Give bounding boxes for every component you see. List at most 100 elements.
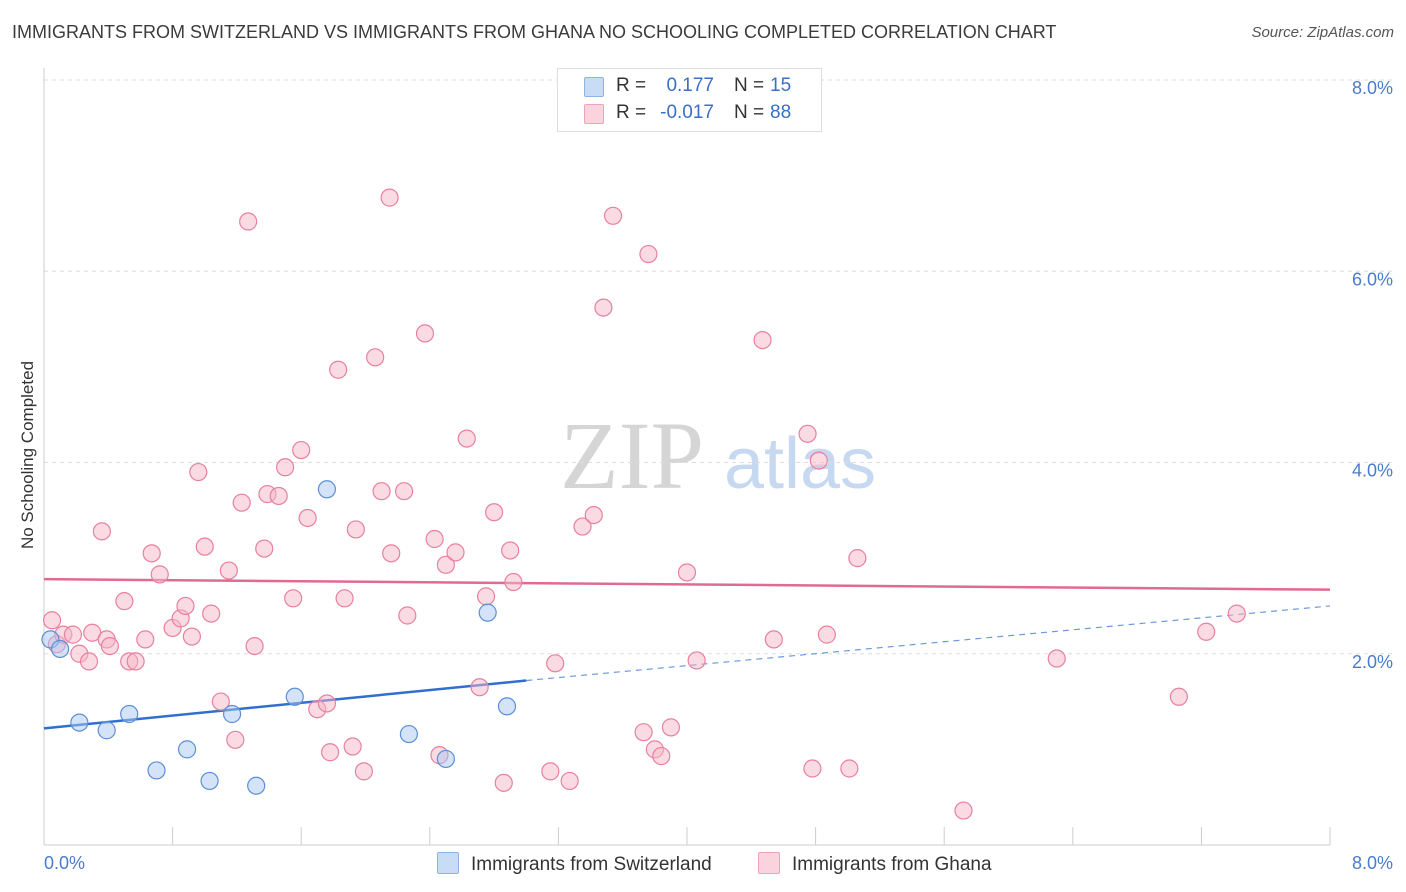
data-point-ghana [245, 636, 264, 656]
data-point-switzerland [97, 721, 116, 740]
legend-r-value: -0.017 [660, 102, 714, 123]
data-point-switzerland [70, 713, 89, 732]
data-point-ghana [142, 544, 161, 563]
data-point-ghana [394, 482, 414, 501]
data-point-ghana [298, 508, 317, 528]
data-point-ghana [42, 611, 62, 630]
legend-swatch-ghana [584, 104, 604, 124]
legend-r-label: R = [616, 75, 647, 96]
data-point-ghana [594, 298, 613, 317]
data-point-ghana [546, 654, 565, 673]
data-point-ghana [661, 718, 681, 737]
data-point-ghana [494, 773, 513, 792]
data-point-ghana [425, 529, 444, 549]
data-point-ghana [211, 692, 230, 711]
data-point-ghana [584, 505, 603, 525]
data-point-switzerland [247, 776, 266, 795]
data-point-ghana [232, 493, 251, 512]
data-point-ghana [329, 360, 348, 379]
data-point-ghana [63, 625, 83, 644]
legend-item-ghana: Immigrants from Ghana [758, 852, 992, 876]
legend-swatch-switzerland [437, 852, 459, 874]
data-point-switzerland [200, 771, 219, 791]
data-point-ghana [687, 651, 706, 670]
data-point-ghana [817, 625, 836, 644]
data-point-ghana [335, 589, 354, 608]
data-point-ghana [284, 589, 303, 608]
data-point-ghana [189, 462, 208, 482]
data-point-ghana [176, 596, 195, 616]
legend-swatch-switzerland [584, 77, 604, 97]
data-point-ghana [573, 517, 592, 536]
data-point-ghana [1197, 622, 1216, 641]
legend-row-switzerland: R = 0.177 N = 15 [558, 73, 821, 99]
data-point-ghana [1169, 687, 1188, 706]
y-tick-label: 4.0% [1352, 461, 1393, 481]
data-points [41, 188, 1246, 820]
data-point-ghana [92, 522, 111, 541]
data-point-ghana [380, 188, 399, 207]
data-point-ghana [798, 424, 817, 443]
legend-row-ghana: R = -0.017 N = 88 [558, 100, 821, 126]
grid-lines [44, 79, 1392, 655]
data-point-switzerland [478, 603, 497, 622]
data-point-ghana [504, 572, 523, 592]
data-point-ghana [372, 482, 391, 501]
data-point-ghana [954, 801, 973, 820]
chart-title: IMMIGRANTS FROM SWITZERLAND VS IMMIGRANT… [12, 22, 1057, 42]
data-point-ghana [436, 555, 455, 574]
data-point-ghana [560, 771, 579, 791]
data-point-ghana [803, 759, 822, 778]
legend-item-switzerland: Immigrants from Switzerland [437, 852, 712, 876]
data-point-ghana [321, 743, 340, 762]
x-tick-labels: 0.0% 8.0% [44, 853, 1393, 873]
legend-n-value: 88 [770, 102, 792, 123]
data-point-ghana [415, 324, 435, 343]
watermark: ZIP atlas [560, 402, 876, 509]
data-point-ghana [1047, 649, 1066, 668]
data-point-ghana [292, 440, 311, 460]
data-point-ghana [343, 737, 362, 756]
data-point-ghana [195, 537, 214, 556]
trend-line-switzerland-extension [526, 605, 1331, 682]
data-point-ghana [317, 694, 337, 713]
data-point-ghana [354, 762, 373, 781]
data-point-ghana [219, 561, 238, 580]
data-point-ghana [226, 730, 245, 749]
source-label: Source: ZipAtlas.com [1251, 24, 1394, 41]
data-point-switzerland [222, 704, 242, 724]
data-point-ghana [276, 458, 295, 477]
data-point-ghana [136, 630, 155, 649]
legend-n-label: N = [734, 102, 765, 123]
data-point-ghana [182, 627, 201, 646]
data-point-ghana [202, 604, 221, 623]
data-point-switzerland [147, 761, 166, 780]
data-point-ghana [115, 592, 134, 611]
data-point-ghana [501, 541, 520, 560]
data-point-ghana [541, 762, 560, 781]
trend-line-ghana [43, 577, 1331, 591]
data-point-ghana [150, 565, 169, 584]
legend-r-label: R = [616, 102, 647, 123]
data-point-ghana [840, 759, 859, 778]
data-point-ghana [753, 331, 772, 350]
data-point-switzerland [317, 480, 337, 499]
legend-label-switzerland: Immigrants from Switzerland [471, 854, 712, 875]
data-point-ghana [639, 244, 658, 264]
data-point-ghana [79, 652, 99, 671]
data-point-ghana [100, 636, 120, 656]
data-point-ghana [603, 206, 623, 225]
data-point-ghana [457, 429, 476, 448]
data-point-ghana [634, 723, 653, 742]
trend-line-switzerland [43, 679, 527, 730]
x-tick-label: 8.0% [1352, 853, 1393, 873]
data-point-ghana [677, 563, 697, 582]
data-point-switzerland [50, 639, 70, 659]
y-tick-label: 2.0% [1352, 652, 1393, 672]
data-point-ghana [346, 520, 365, 539]
legend-n-label: N = [734, 75, 765, 96]
data-point-ghana [126, 652, 145, 671]
data-point-ghana [239, 212, 258, 231]
watermark-zip: ZIP [560, 402, 704, 509]
